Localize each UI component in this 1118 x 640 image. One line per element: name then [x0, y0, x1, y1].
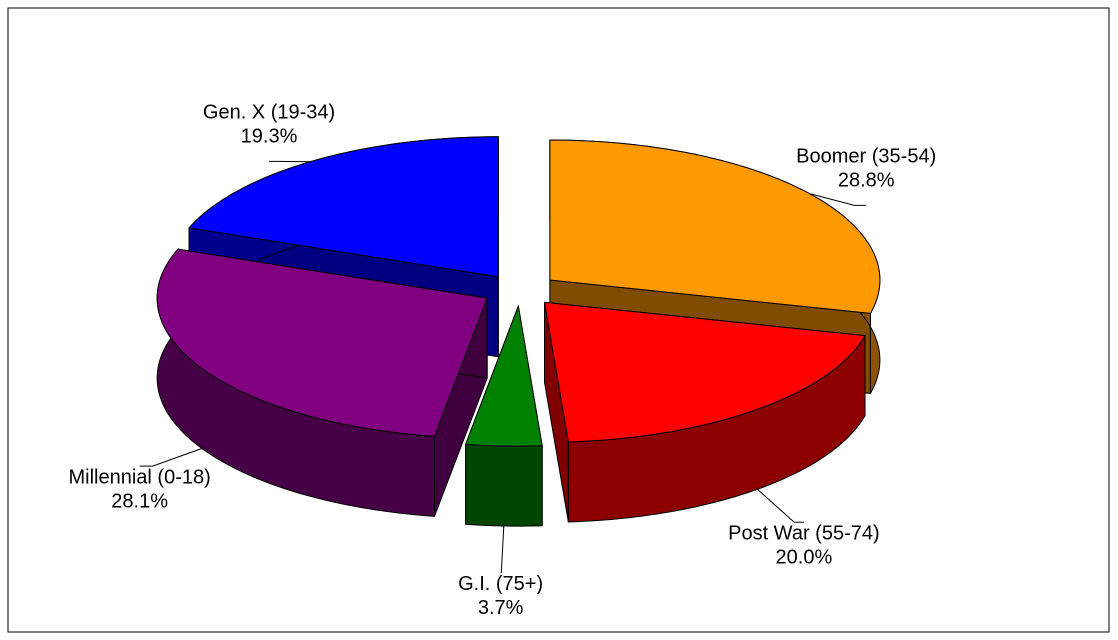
slice-label: Gen. X (19-34) [203, 102, 335, 124]
slice-wall [465, 443, 543, 527]
leader-line [809, 193, 867, 206]
slice-label: G.I. (75+) [458, 573, 543, 595]
slice [156, 248, 488, 437]
value-label: 28.8% [838, 170, 895, 192]
value-label: 3.7% [478, 597, 524, 619]
slice-label: Boomer (35-54) [796, 146, 936, 168]
slice [464, 304, 543, 447]
leader-line [139, 448, 203, 467]
slice [156, 247, 488, 517]
pie [156, 136, 881, 527]
value-label: 19.3% [241, 126, 298, 148]
slice [543, 301, 866, 523]
leader-line [500, 525, 505, 574]
slice [464, 304, 543, 527]
labels: Gen. X (19-34)19.3% Boomer (35-54)28.8% Mi… [69, 102, 937, 619]
slice-label: Post War (55-74) [728, 523, 880, 545]
slice-label: Millennial (0-18) [69, 466, 211, 488]
leader-line [757, 488, 804, 523]
value-label: 28.1% [111, 490, 168, 512]
slice [543, 301, 866, 443]
value-label: 20.0% [776, 547, 833, 569]
